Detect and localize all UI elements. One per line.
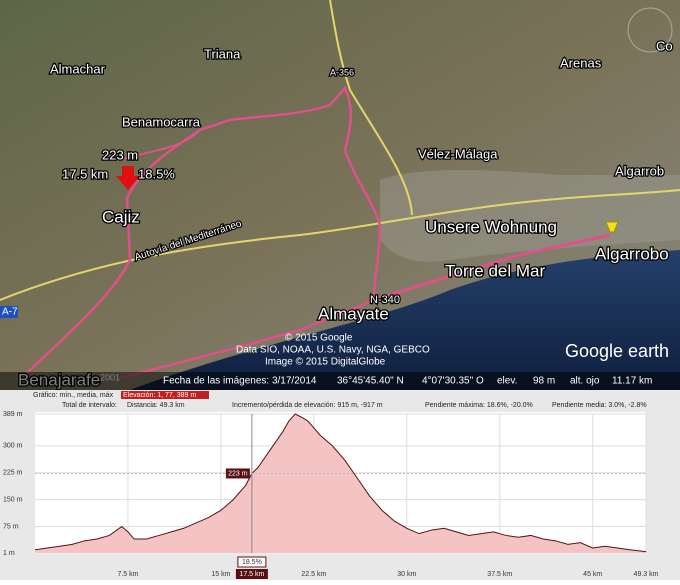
- x-tick-label: 7.5 km: [117, 571, 138, 578]
- profile-text: Pendiente máxima: 18.6%, -20.0%: [425, 402, 533, 409]
- placemark[interactable]: [605, 221, 619, 233]
- elevation-badge: [121, 391, 209, 399]
- profile-text: Distancia: 49.3 km: [127, 402, 185, 409]
- place-label: Triana: [204, 46, 241, 61]
- position-arrow: [116, 166, 140, 190]
- elevation-line: [34, 413, 647, 553]
- logo: Google earth: [565, 341, 669, 361]
- place-label: Algarrobo: [595, 244, 669, 263]
- cursor-slope: 18.5%: [242, 559, 262, 566]
- copyright: © 2015 Google: [285, 333, 353, 344]
- y-tick-label: 389 m: [3, 411, 23, 418]
- profile-text: Incremento/pérdida de elevación: 915 m, …: [232, 402, 383, 409]
- urban: [380, 170, 680, 262]
- cursor-badge: [235, 569, 268, 579]
- status-bg: [0, 372, 680, 390]
- status-text: 98 m: [533, 376, 555, 387]
- place-label: Arenas: [560, 55, 602, 70]
- y-tick-label: 1 m: [3, 550, 15, 557]
- cursor-elevation: 223 m: [228, 470, 248, 477]
- x-tick-label: 22.5 km: [301, 571, 326, 578]
- x-tick-label: 37.5 km: [487, 571, 512, 578]
- copyright: Data SIO, NOAA, U.S. Navy, NGA, GEBCO: [236, 345, 430, 356]
- status-text: 4°07'30.35" O: [422, 376, 484, 387]
- x-tick-label: 45 km: [583, 571, 602, 578]
- y-tick-label: 225 m: [3, 470, 23, 477]
- place-label: Almachar: [50, 61, 106, 76]
- y-tick-label: 150 m: [3, 496, 23, 503]
- cursor-distance: 17.5 km: [239, 571, 264, 578]
- status-bar: Fecha de las imágenes: 3/17/2014 36°45'4…: [0, 372, 680, 390]
- status-text: Fecha de las imágenes: 3/17/2014: [163, 376, 317, 387]
- road-label: A-7: [2, 307, 18, 318]
- place-label: Algarrob: [615, 163, 664, 178]
- placemark-label: Unsere Wohnung: [425, 217, 557, 236]
- place-label: Co: [656, 38, 673, 53]
- cursor-badge: [225, 468, 250, 479]
- place-label: Torre del Mar: [445, 261, 545, 280]
- place-label: Cajiz: [102, 207, 140, 226]
- status-text: 36°45'45.40" N: [337, 376, 404, 387]
- place-label: Vélez-Málaga: [418, 146, 498, 161]
- cursor-badge: [237, 556, 267, 568]
- route: [119, 129, 201, 161]
- x-tick-label: 15 km: [211, 571, 230, 578]
- profile-text: Pendiente media: 3.0%, -2.8%: [552, 402, 647, 409]
- y-tick-label: 300 m: [3, 443, 23, 450]
- profile-text: Gráfico: mín., media, máx: [33, 392, 114, 399]
- road-label: N-340: [370, 294, 400, 306]
- x-tick-label: 30 km: [397, 571, 416, 578]
- road-label: A-356: [330, 67, 354, 77]
- compass[interactable]: [627, 7, 673, 53]
- x-tick-label: 49.3 km: [634, 571, 659, 578]
- y-tick-label: 75 m: [3, 523, 19, 530]
- status-text: elev.: [497, 376, 517, 387]
- route: [374, 233, 611, 302]
- place-label: Benamocarra: [122, 114, 201, 129]
- road-shield: [0, 306, 18, 318]
- status-text: 11.17 km: [612, 376, 652, 387]
- status-text: alt. ojo: [570, 376, 600, 387]
- place-label: Almayate: [318, 304, 389, 323]
- profile-text: Total de intervalo:: [62, 402, 117, 409]
- profile-text: Elevación: 1, 77, 389 m: [123, 392, 196, 399]
- cursor-distance: 17.5 km: [62, 166, 108, 181]
- sea: [130, 250, 680, 390]
- road: [329, 0, 413, 216]
- cursor-elevation: 223 m: [102, 147, 138, 162]
- cursor-slope: 18.5%: [138, 166, 175, 181]
- map[interactable]: Almachar Triana A-356 Arenas Benamocarra…: [0, 0, 680, 391]
- copyright: Image © 2015 DigitalGlobe: [265, 357, 386, 368]
- route: [19, 85, 382, 381]
- elevation-area: [35, 414, 646, 553]
